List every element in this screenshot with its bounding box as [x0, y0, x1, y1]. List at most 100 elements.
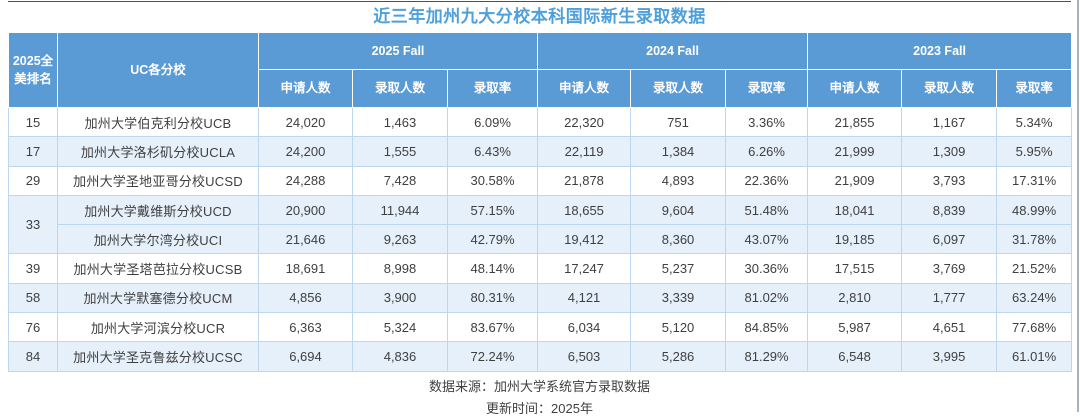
applicants-cell: 19,185 — [807, 224, 903, 255]
table-row: 39 加州大学圣塔芭拉分校UCSB 18,691 8,998 48.14% 17,247 5… — [8, 253, 1073, 284]
applicants-cell: 19,412 — [537, 224, 632, 255]
table-row: 17 加州大学洛杉矶分校UCLA 24,200 1,555 6.43% 22,119 1,3… — [8, 136, 1073, 167]
col-header-admits-2024: 录取人数 — [630, 69, 727, 108]
rate-cell: 6.43% — [446, 136, 539, 167]
applicants-cell: 24,200 — [258, 136, 353, 167]
rate-cell: 80.31% — [446, 282, 539, 314]
rate-cell: 6.09% — [446, 106, 539, 138]
admits-cell: 3,900 — [352, 282, 448, 314]
rate-cell: 72.24% — [446, 341, 539, 372]
admits-cell: 1,167 — [901, 106, 998, 138]
admits-cell: 7,428 — [352, 165, 448, 196]
admits-cell: 5,286 — [630, 341, 727, 372]
applicants-cell: 21,999 — [807, 136, 903, 167]
applicants-cell: 6,503 — [537, 341, 632, 372]
campus-name-cell: 加州大学圣地亚哥分校UCSD — [57, 165, 259, 196]
applicants-cell: 21,878 — [537, 165, 632, 196]
col-header-rate-2023: 录取率 — [996, 69, 1073, 108]
update-time-note: 更新时间：2025年 — [486, 400, 593, 416]
screen-edge-line — [1077, 0, 1079, 412]
campus-name-cell: 加州大学圣克鲁兹分校UCSC — [57, 341, 259, 372]
campus-name-cell: 加州大学圣塔芭拉分校UCSB — [57, 253, 259, 284]
col-header-campus: UC各分校 — [57, 32, 259, 108]
campus-name-cell: 加州大学默塞德分校UCM — [57, 282, 259, 314]
applicants-cell: 21,646 — [258, 224, 353, 255]
applicants-cell: 18,041 — [807, 194, 903, 226]
admits-cell: 9,604 — [630, 194, 727, 226]
rate-cell: 31.78% — [996, 224, 1073, 255]
campus-name-cell: 加州大学河滨分校UCR — [57, 312, 259, 343]
applicants-cell: 2,810 — [807, 282, 903, 314]
year-group-2023-fall: 2023 Fall — [807, 32, 1073, 70]
rate-cell: 61.01% — [996, 341, 1073, 372]
rate-cell: 21.52% — [996, 253, 1073, 284]
rank-cell: 33 — [8, 194, 58, 255]
admits-cell: 4,893 — [630, 165, 727, 196]
admits-cell: 11,944 — [352, 194, 448, 226]
col-header-applicants-2024: 申请人数 — [537, 69, 632, 108]
year-group-2025-fall: 2025 Fall — [257, 32, 539, 70]
applicants-cell: 18,691 — [258, 253, 353, 284]
applicants-cell: 21,855 — [807, 106, 903, 138]
campus-name-cell: 加州大学洛杉矶分校UCLA — [57, 136, 259, 167]
header-sub-row: 申请人数 录取人数 录取率 申请人数 录取人数 录取率 申请人数 录取人数 录取… — [9, 69, 1073, 108]
applicants-cell: 17,247 — [537, 253, 632, 284]
admits-cell: 8,998 — [352, 253, 448, 284]
rate-cell: 81.29% — [725, 341, 809, 372]
rate-cell: 22.36% — [725, 165, 809, 196]
admits-cell: 3,995 — [901, 341, 998, 372]
rank-cell: 15 — [8, 106, 58, 138]
rate-cell: 84.85% — [725, 312, 809, 343]
admits-cell: 1,309 — [901, 136, 998, 167]
rate-cell: 63.24% — [996, 282, 1073, 314]
admits-cell: 5,120 — [630, 312, 727, 343]
applicants-cell: 6,548 — [807, 341, 903, 372]
rate-cell: 81.02% — [725, 282, 809, 314]
col-header-admits-2023: 录取人数 — [901, 69, 998, 108]
col-header-applicants-2025: 申请人数 — [258, 69, 353, 108]
rate-cell: 30.58% — [446, 165, 539, 196]
rank-cell: 17 — [8, 136, 58, 167]
admits-cell: 3,769 — [901, 253, 998, 284]
rate-cell: 48.99% — [996, 194, 1073, 226]
campus-name-cell: 加州大学戴维斯分校UCD — [57, 194, 259, 226]
applicants-cell: 6,034 — [537, 312, 632, 343]
admits-cell: 4,836 — [352, 341, 448, 372]
rate-cell: 17.31% — [996, 165, 1073, 196]
applicants-cell: 24,288 — [258, 165, 353, 196]
table-row: 76 加州大学河滨分校UCR 6,363 5,324 83.67% 6,034 5,120 8… — [8, 312, 1073, 343]
rate-cell: 48.14% — [446, 253, 539, 284]
admissions-data-grid: 2025全美排名 UC各分校 2025 Fall 2024 Fall 2023 … — [8, 32, 1073, 372]
applicants-cell: 17,515 — [807, 253, 903, 284]
table-row: 33 加州大学戴维斯分校UCD 20,900 11,944 57.15% 18,655 9,… — [8, 194, 1073, 255]
rate-cell: 83.67% — [446, 312, 539, 343]
admits-cell: 1,463 — [352, 106, 448, 138]
table-footer: 数据来源：加州大学系统官方录取数据 更新时间：2025年 — [8, 371, 1071, 420]
applicants-cell: 6,363 — [258, 312, 353, 343]
applicants-cell: 4,121 — [537, 282, 632, 314]
admits-cell: 5,237 — [630, 253, 727, 284]
applicants-cell: 22,119 — [537, 136, 632, 167]
table-title: 近三年加州九大分校本科国际新生录取数据 — [8, 2, 1071, 32]
admits-cell: 6,097 — [901, 224, 998, 255]
applicants-cell: 4,856 — [258, 282, 353, 314]
applicants-cell: 24,020 — [258, 106, 353, 138]
rate-cell: 57.15% — [446, 194, 539, 226]
applicants-cell: 18,655 — [537, 194, 632, 226]
admits-cell: 4,651 — [901, 312, 998, 343]
rate-cell: 42.79% — [446, 224, 539, 255]
admits-cell: 1,555 — [352, 136, 448, 167]
rate-cell: 6.26% — [725, 136, 809, 167]
table-row: 15 加州大学伯克利分校UCB 24,020 1,463 6.09% 22,320 751 3… — [8, 106, 1073, 138]
rate-cell: 5.34% — [996, 106, 1073, 138]
rank-cell: 84 — [8, 341, 58, 372]
campus-name-cell: 加州大学伯克利分校UCB — [57, 106, 259, 138]
table-row: 58 加州大学默塞德分校UCM 4,856 3,900 80.31% 4,121 3,339… — [8, 282, 1073, 314]
year-group-2024-fall: 2024 Fall — [537, 32, 809, 70]
admits-cell: 5,324 — [352, 312, 448, 343]
rate-cell: 30.36% — [725, 253, 809, 284]
header-group-row: 2025全美排名 UC各分校 2025 Fall 2024 Fall 2023 … — [8, 32, 1073, 108]
applicants-cell: 6,694 — [258, 341, 353, 372]
admits-cell: 3,339 — [630, 282, 727, 314]
admits-cell: 3,793 — [901, 165, 998, 196]
